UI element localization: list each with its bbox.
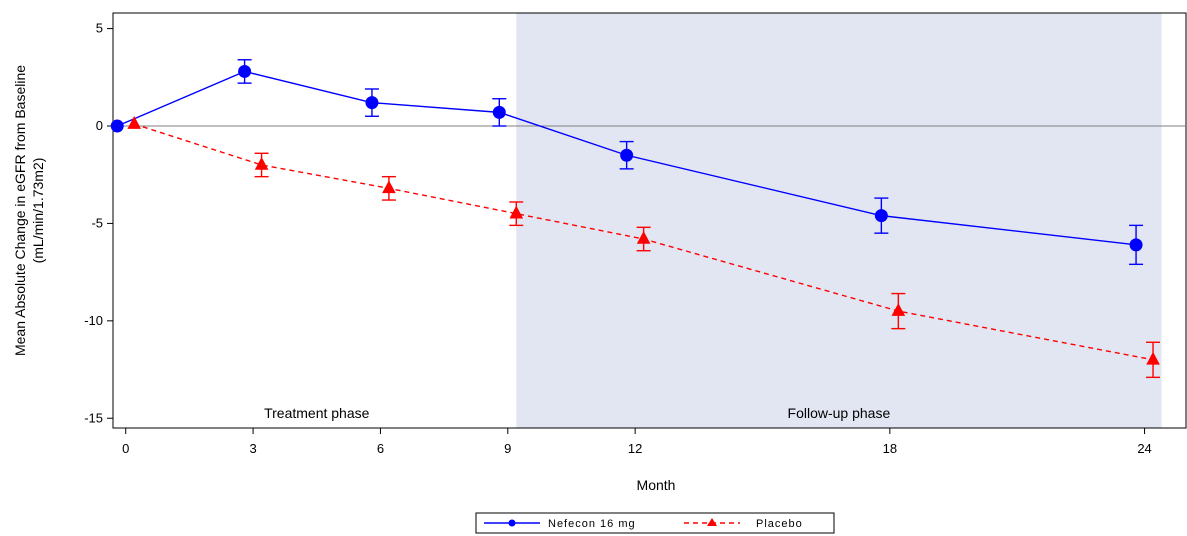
- y-tick-label: -15: [84, 410, 103, 425]
- y-axis: 5 0 -5 -10 -15: [84, 21, 113, 425]
- series-nefecon: [110, 59, 1144, 266]
- y-tick-label: -10: [84, 313, 103, 328]
- legend-label-placebo: Placebo: [756, 518, 803, 530]
- x-tick-label: 3: [249, 441, 256, 456]
- phase-band-1: [516, 13, 1162, 428]
- x-tick-label: 6: [377, 441, 384, 456]
- phase-backgrounds: [516, 13, 1162, 428]
- legend: Nefecon 16 mg Placebo: [475, 512, 835, 534]
- data-point: [365, 96, 379, 110]
- data-point: [238, 64, 252, 78]
- legend-label-nefecon: Nefecon 16 mg: [548, 518, 636, 530]
- y-tick-label: 5: [96, 21, 103, 36]
- data-point: [891, 303, 906, 316]
- y-tick-label: 0: [96, 118, 103, 133]
- data-point: [509, 205, 524, 219]
- x-tick-label: 0: [122, 441, 129, 456]
- x-tick-label: 12: [628, 441, 642, 456]
- y-axis-title-line-1: Mean Absolute Change in eGFR from Baseli…: [12, 65, 28, 356]
- x-axis: 0 3 6 9 12 18 24: [122, 428, 1152, 456]
- data-point: [1146, 351, 1160, 365]
- data-point: [620, 148, 634, 162]
- data-point: [492, 105, 506, 119]
- plot-frame: [112, 12, 1187, 429]
- x-axis-title: Month: [637, 477, 676, 493]
- y-axis-title-line-2: (mL/min/1.73m2): [30, 158, 46, 264]
- y-tick-label: -5: [91, 215, 103, 230]
- x-tick-label: 9: [504, 441, 511, 456]
- data-point: [636, 231, 651, 244]
- phase-label-0: Treatment phase: [264, 405, 370, 421]
- phase-label-1: Follow-up phase: [788, 405, 891, 421]
- x-tick-label: 24: [1137, 441, 1151, 456]
- series-layer: [110, 59, 1161, 379]
- data-point: [874, 209, 888, 223]
- data-point: [382, 180, 396, 194]
- legend-marker-placebo: [707, 518, 717, 526]
- data-point: [254, 156, 269, 170]
- data-point: [110, 119, 124, 133]
- legend-box: [475, 512, 835, 534]
- phase-labels: Treatment phase Follow-up phase: [264, 405, 890, 421]
- data-point: [1129, 238, 1143, 252]
- x-tick-label: 18: [883, 441, 897, 456]
- data-point: [127, 116, 142, 129]
- series-placebo: [127, 116, 1161, 379]
- legend-marker-nefecon: [508, 519, 516, 527]
